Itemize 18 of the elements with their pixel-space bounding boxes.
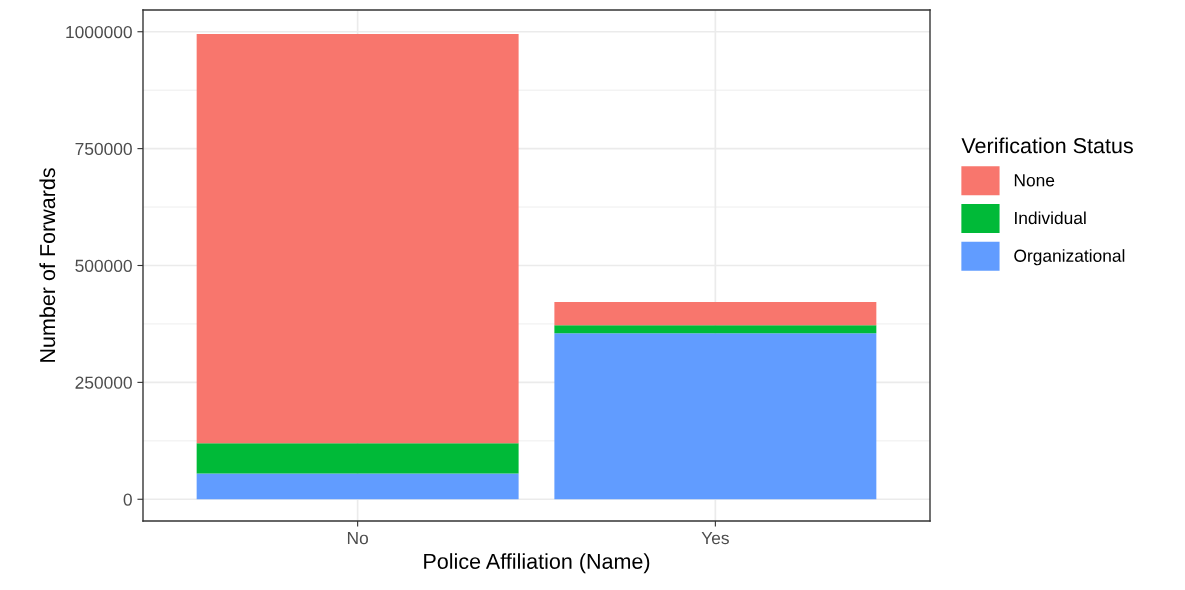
legend-label: Individual: [1015, 211, 1086, 225]
bar: [196, 473, 519, 500]
bar: [196, 443, 519, 474]
x-tick-label: Yes: [701, 532, 729, 545]
y-tick-label: 500000: [75, 259, 132, 272]
x-tick-label: No: [347, 532, 369, 545]
y-tick-label: 1000000: [66, 25, 132, 39]
y-tick-label: 250000: [75, 376, 132, 389]
legend-label: None: [1014, 174, 1055, 187]
y-axis-title: Number of Forwards: [39, 168, 56, 362]
bar: [554, 325, 877, 334]
legend-title: Verification Status: [961, 137, 1133, 154]
bar: [554, 333, 877, 500]
legend-label: Organizational: [1014, 249, 1125, 266]
y-tick-label: 750000: [75, 142, 132, 156]
bar: [554, 301, 877, 326]
x-axis-title: Police Affiliation (Name): [424, 553, 650, 574]
y-tick-label: 0: [123, 493, 132, 506]
